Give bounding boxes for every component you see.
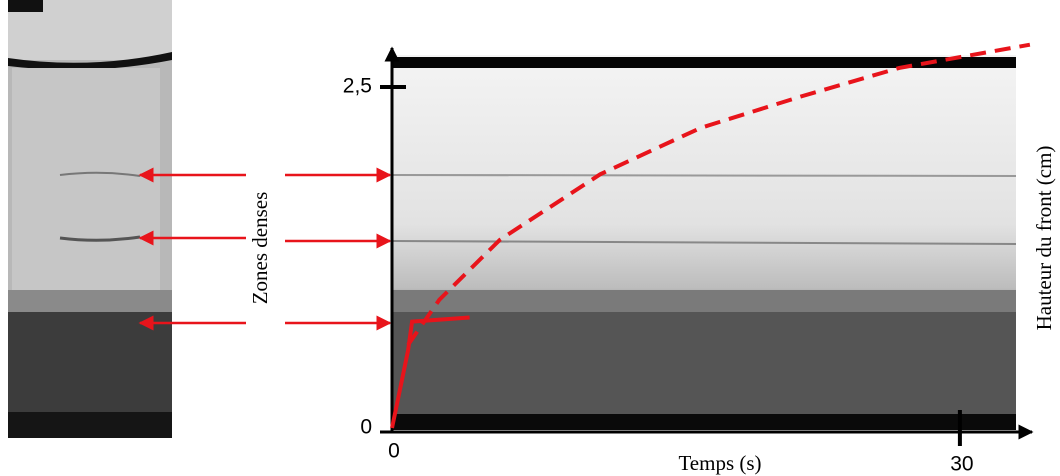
plot-image	[391, 55, 1017, 430]
sample-image	[8, 0, 172, 438]
data-line	[406, 42, 1031, 346]
y-tick-label: 0	[360, 416, 372, 439]
annotation: Zones denses	[248, 192, 272, 305]
x-tick-label: 0	[388, 440, 400, 463]
x-tick-label: 30	[950, 453, 973, 476]
y-tick-label: 2,5	[343, 75, 372, 98]
y-axis-label: Hauteur du front (cm)	[1032, 146, 1056, 331]
data-line	[390, 315, 470, 429]
arrows	[138, 167, 392, 331]
x-axis-label: Temps (s)	[678, 451, 761, 475]
